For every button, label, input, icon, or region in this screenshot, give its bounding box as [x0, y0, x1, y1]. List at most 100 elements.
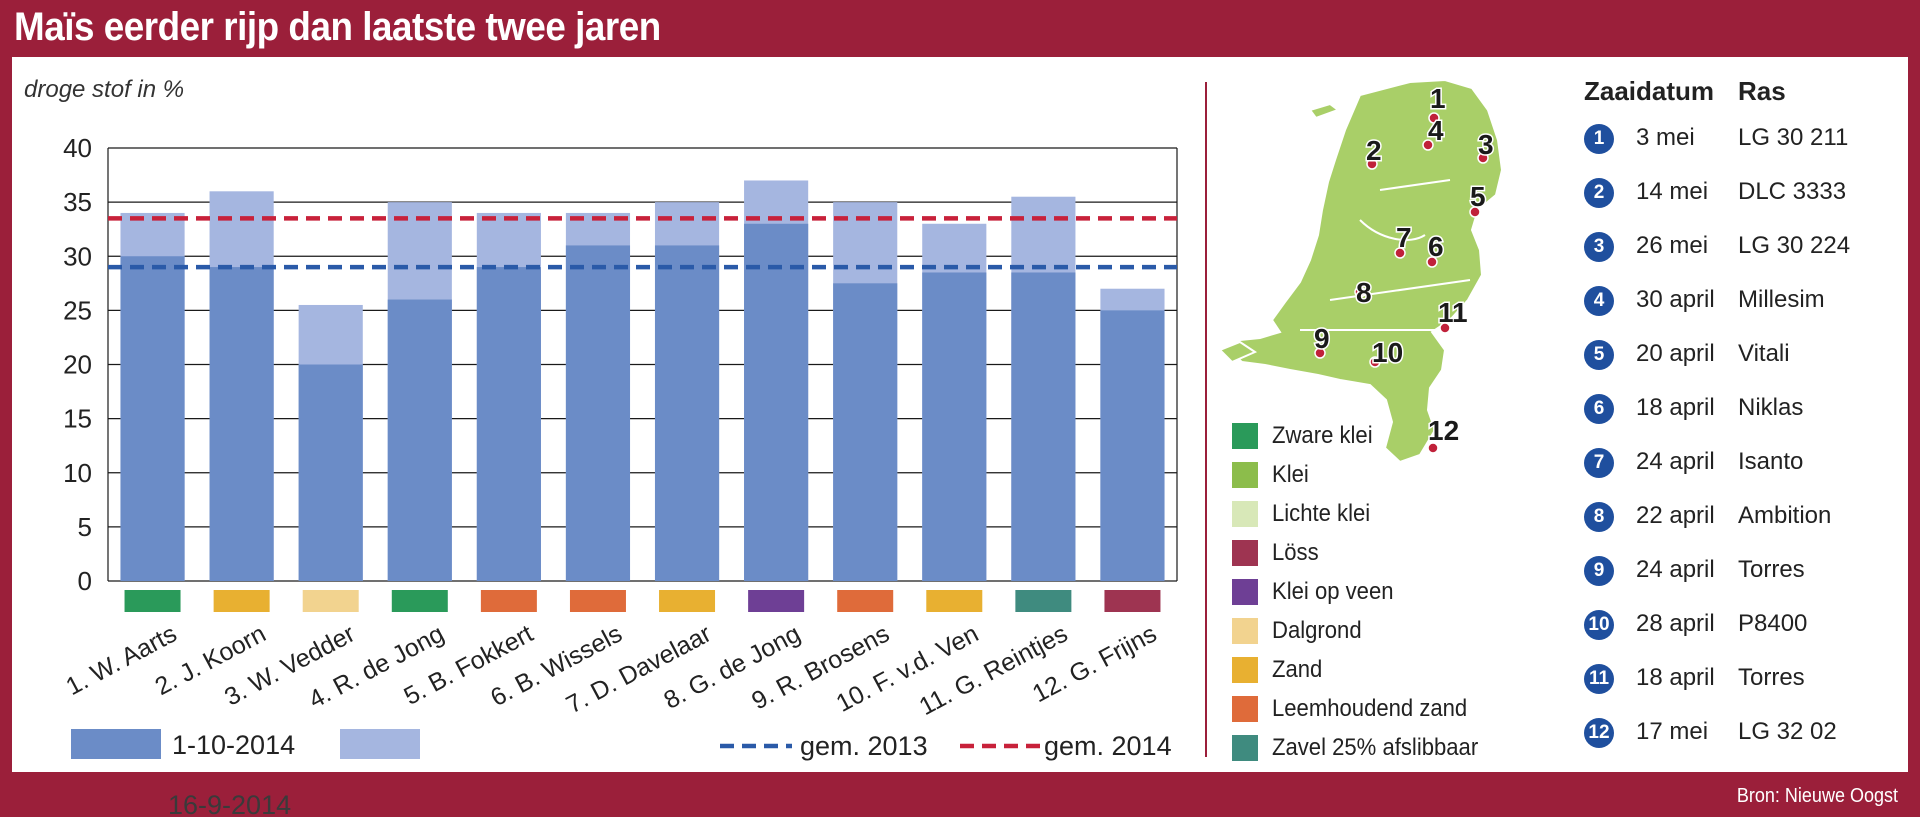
table-row: 3 26 mei LG 30 224 — [1584, 227, 1904, 267]
soil-swatch — [1232, 461, 1258, 488]
sowing-date: 28 april — [1636, 610, 1715, 637]
map-marker-11: 11 — [1438, 297, 1468, 328]
bar-16-9-2014 — [1100, 310, 1165, 581]
bar-16-9-2014 — [298, 364, 363, 581]
soil-label: Dalgrond — [1272, 616, 1362, 644]
map-marker-3: 3 — [1478, 129, 1494, 160]
category-label: 11. G. Reintjes — [915, 620, 1073, 721]
bar-16-9-2014 — [476, 267, 541, 581]
map-marker-4: 4 — [1428, 115, 1444, 146]
y-tick-label: 40 — [63, 133, 92, 163]
bar-16-9-2014 — [565, 245, 631, 582]
map-marker-8: 8 — [1356, 277, 1372, 308]
map-marker-7: 7 — [1396, 222, 1412, 253]
soil-legend-item: Klei op veen — [1232, 572, 1496, 611]
legend-label-gem-2014: gem. 2014 — [1044, 731, 1172, 761]
soil-color-marker — [659, 590, 716, 612]
table-row: 12 17 mei LG 32 02 — [1584, 713, 1904, 753]
sowing-date: 3 mei — [1636, 124, 1695, 151]
soil-color-marker — [1015, 590, 1072, 612]
table-row: 9 24 april Torres — [1584, 551, 1904, 591]
soil-color-marker — [837, 590, 894, 612]
legend-label-gem-2013: gem. 2013 — [800, 731, 928, 761]
table-header-ras: Ras — [1738, 76, 1786, 106]
variety: Ambition — [1738, 502, 1832, 529]
soil-color-marker — [391, 590, 448, 612]
row-number-badge: 7 — [1584, 448, 1614, 478]
soil-label: Leemhoudend zand — [1272, 694, 1468, 722]
y-tick-label: 35 — [63, 187, 92, 217]
soil-legend-item: Lichte klei — [1232, 494, 1496, 533]
row-number-badge: 11 — [1584, 664, 1614, 694]
sowing-date: 14 mei — [1636, 178, 1709, 205]
soil-swatch — [1232, 734, 1258, 761]
soil-swatch — [1232, 695, 1258, 722]
variety: Torres — [1738, 664, 1805, 691]
sowing-date: 30 april — [1636, 286, 1715, 313]
soil-label: Zware klei — [1272, 421, 1373, 449]
bar-16-9-2014 — [387, 299, 452, 581]
row-number-badge: 1 — [1584, 124, 1614, 154]
table-row: 5 20 april Vitali — [1584, 335, 1904, 375]
table-row: 10 28 april P8400 — [1584, 605, 1904, 645]
divider — [1205, 82, 1207, 757]
sowing-date: 24 april — [1636, 448, 1715, 475]
variety: Torres — [1738, 556, 1805, 583]
variety: Vitali — [1738, 340, 1790, 367]
row-number-badge: 2 — [1584, 178, 1614, 208]
sowing-date: 26 mei — [1636, 232, 1709, 259]
y-tick-label: 25 — [63, 295, 92, 325]
variety: Millesim — [1738, 286, 1825, 313]
variety: LG 30 211 — [1738, 124, 1849, 151]
soil-color-marker — [480, 590, 537, 612]
map-marker-10: 10 — [1372, 337, 1403, 368]
variety: Niklas — [1738, 394, 1804, 421]
soil-color-marker — [124, 590, 181, 612]
bar-16-9-2014 — [744, 223, 809, 581]
y-tick-label: 30 — [63, 241, 92, 271]
soil-legend: Zware klei Klei Lichte klei Löss Klei op… — [1232, 416, 1496, 767]
soil-legend-item: Dalgrond — [1232, 611, 1496, 650]
map-marker-1: 1 — [1430, 83, 1446, 114]
row-number-badge: 10 — [1584, 610, 1614, 640]
row-number-badge: 8 — [1584, 502, 1614, 532]
soil-label: Lichte klei — [1272, 499, 1371, 527]
footer-bar — [0, 772, 1920, 817]
soil-legend-item: Zand — [1232, 650, 1496, 689]
soil-swatch — [1232, 500, 1258, 527]
legend-label-1-10-2014: 1-10-2014 — [172, 730, 295, 760]
row-number-badge: 3 — [1584, 232, 1614, 262]
bar-16-9-2014 — [833, 283, 898, 581]
variety: DLC 3333 — [1738, 178, 1847, 205]
table-row: 8 22 april Ambition — [1584, 497, 1904, 537]
bar-16-9-2014 — [120, 256, 185, 581]
soil-color-marker — [569, 590, 626, 612]
soil-label: Klei op veen — [1272, 577, 1394, 605]
bar-16-9-2014 — [922, 272, 987, 581]
source-label: Bron: Nieuwe Oogst — [1736, 785, 1898, 807]
legend-swatch-16-9-2014 — [71, 729, 161, 759]
soil-swatch — [1232, 539, 1258, 566]
y-axis-label: droge stof in % — [24, 76, 184, 103]
soil-swatch — [1232, 656, 1258, 683]
soil-label: Löss — [1272, 538, 1319, 566]
soil-legend-item: Leemhoudend zand — [1232, 689, 1496, 728]
bar-16-9-2014 — [209, 267, 274, 581]
bar-16-9-2014 — [654, 245, 720, 582]
table-row: 7 24 april Isanto — [1584, 443, 1904, 483]
title-bar — [0, 0, 1920, 57]
map-marker-5: 5 — [1470, 181, 1486, 212]
frame-left — [0, 57, 12, 772]
sowing-date: 24 april — [1636, 556, 1715, 583]
soil-color-marker — [926, 590, 983, 612]
map-marker-9: 9 — [1314, 323, 1330, 354]
y-tick-label: 15 — [63, 404, 92, 434]
row-number-badge: 9 — [1584, 556, 1614, 586]
soil-color-marker — [1104, 590, 1161, 612]
sowing-date: 20 april — [1636, 340, 1715, 367]
map-markers — [1314, 112, 1489, 454]
soil-legend-item: Klei — [1232, 455, 1496, 494]
table-row: 2 14 mei DLC 3333 — [1584, 173, 1904, 213]
variety: Isanto — [1738, 448, 1804, 475]
variety: LG 32 02 — [1738, 718, 1837, 745]
